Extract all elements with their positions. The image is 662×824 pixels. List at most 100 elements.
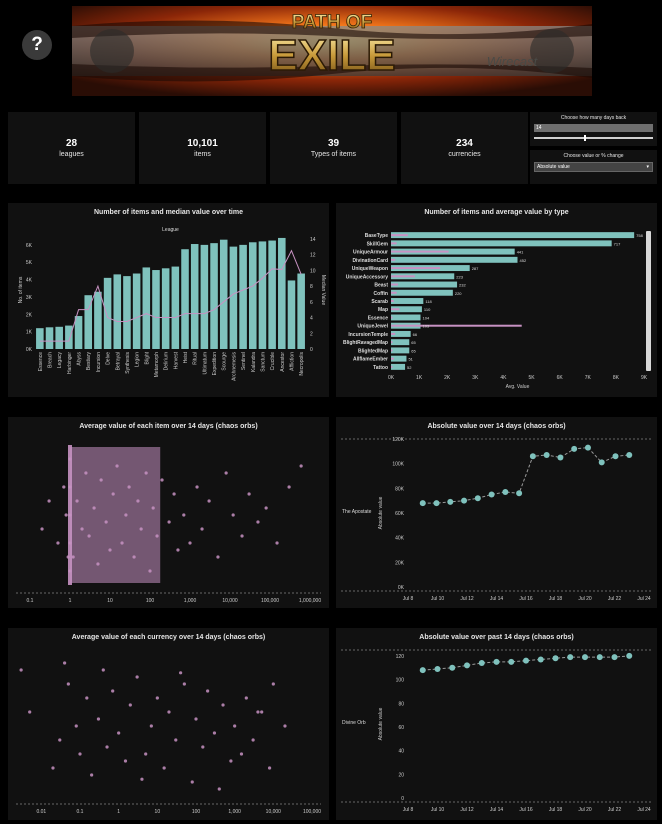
- point-cluster: [70, 447, 161, 583]
- category-label: IncursionTemple: [348, 332, 388, 338]
- days-back-control: Choose how many days back 14: [530, 112, 657, 146]
- scatter-point: [239, 752, 244, 756]
- bar: [55, 326, 63, 349]
- days-back-title: Choose how many days back: [560, 115, 627, 121]
- value-point: [557, 454, 564, 461]
- y-tick-label: 40: [398, 749, 404, 755]
- bar: [391, 232, 635, 239]
- scatter-point: [58, 738, 62, 742]
- scatter-point: [251, 738, 255, 742]
- y2-tick-label: 14: [310, 237, 316, 243]
- category-label: AllflameEmber: [353, 357, 388, 363]
- value-mode-select[interactable]: Absolute value ▾: [534, 162, 653, 172]
- x-tick-label: 100: [192, 809, 201, 815]
- avg-value-bar: [391, 258, 396, 261]
- scatter-point: [182, 682, 186, 686]
- scatter-point: [56, 541, 60, 545]
- x-tick-label: Betrayal: [115, 352, 121, 370]
- x-tick-label: Delve: [106, 352, 112, 365]
- avg-value-bar: [391, 365, 393, 368]
- x-tick-label: 10: [155, 809, 161, 815]
- x-tick-label: Jul 24: [637, 807, 651, 813]
- value-point: [626, 652, 633, 659]
- category-label: UniqueAccessory: [346, 274, 388, 280]
- scatter-point: [136, 499, 140, 503]
- bar: [200, 244, 209, 349]
- scatter-point: [233, 724, 237, 728]
- category-label: Essence: [368, 315, 389, 321]
- bar: [268, 240, 276, 349]
- x-tick-label: 6K: [557, 375, 564, 381]
- x-tick-label: 7K: [585, 375, 592, 381]
- scatter-point: [244, 696, 248, 700]
- category-label: SkillGem: [367, 241, 389, 247]
- scatter-point: [66, 682, 70, 686]
- y-axis-label: No. of items: [18, 276, 24, 303]
- value-point: [474, 495, 481, 502]
- value-point: [478, 660, 485, 667]
- value-point: [523, 657, 529, 664]
- value-point: [447, 498, 454, 505]
- x-tick-label: Harvest: [173, 351, 179, 369]
- slider-handle[interactable]: [584, 135, 586, 141]
- category-label: Coffin: [374, 291, 388, 297]
- scatter-point: [115, 464, 119, 468]
- x-tick-label: 5K: [528, 375, 535, 381]
- scatter-point: [148, 569, 152, 573]
- help-button[interactable]: ?: [22, 30, 52, 60]
- scatter-point: [149, 724, 153, 728]
- x-tick-label: Affliction: [289, 352, 295, 371]
- scatter-point: [108, 548, 112, 552]
- value-point: [567, 654, 574, 661]
- chart-title: Absolute value over 14 days (chaos orbs): [427, 423, 566, 430]
- bar: [229, 246, 238, 349]
- value-point: [582, 654, 588, 661]
- avg-value-bar: [391, 332, 396, 335]
- scatter-point: [182, 513, 186, 517]
- kpi-label: items: [194, 151, 211, 158]
- scatter-point: [256, 710, 260, 714]
- scatter-point: [63, 661, 67, 665]
- scatter-point: [155, 534, 159, 538]
- y-tick-label: 80: [398, 701, 404, 707]
- bar: [190, 244, 199, 349]
- bar: [45, 327, 54, 349]
- scatter-point: [68, 457, 72, 461]
- bar-label: 223: [456, 274, 463, 279]
- scatter-point: [101, 668, 105, 672]
- chart-currency-scatter: 0.01 0.1 1 10 100 1,000 10,000 100,000: [16, 661, 321, 815]
- days-back-slider[interactable]: [534, 135, 653, 141]
- x-tick-label: 100: [146, 598, 155, 604]
- x-tick-label: 100,000: [261, 598, 279, 604]
- value-point: [596, 654, 603, 661]
- bar-label: 220: [455, 291, 462, 296]
- scatter-point: [283, 724, 287, 728]
- kpi-value: 10,101: [187, 138, 218, 149]
- scatter-point: [140, 777, 144, 781]
- x-tick-label: 10,000: [266, 809, 282, 815]
- kpi-label: leagues: [59, 151, 84, 158]
- kpi-leagues: 28 leagues: [8, 112, 135, 184]
- panel-apostate-line: Absolute value over 14 days (chaos orbs)…: [336, 417, 657, 608]
- scatter-point: [167, 520, 171, 524]
- x-tick-label: 1: [69, 598, 72, 604]
- logo-main-text: EXILE: [268, 31, 395, 80]
- scatter-point: [212, 731, 217, 735]
- kpi-value: 39: [327, 138, 340, 149]
- series-label: The Apostate: [342, 509, 372, 515]
- panel-items-over-time: Number of items and median value over ti…: [8, 203, 329, 397]
- scatter-point: [120, 541, 124, 545]
- x-tick-label: 1,000: [228, 809, 241, 815]
- x-tick-label: Heist: [183, 351, 189, 363]
- days-back-input[interactable]: 14: [534, 124, 653, 132]
- value-line: [422, 655, 630, 671]
- kpi-currencies: 234 currencies: [401, 112, 528, 184]
- y-tick-label: 4K: [26, 278, 33, 284]
- x-tick-label: Jul 8: [403, 596, 414, 602]
- scatter-point: [264, 506, 268, 510]
- x-tick-label: Ritual: [193, 352, 199, 365]
- y2-tick-label: 12: [310, 253, 316, 259]
- y-tick-label: 0: [401, 796, 404, 802]
- avg-value-bar: [391, 341, 393, 344]
- x-tick-label: Jul 20: [578, 807, 592, 813]
